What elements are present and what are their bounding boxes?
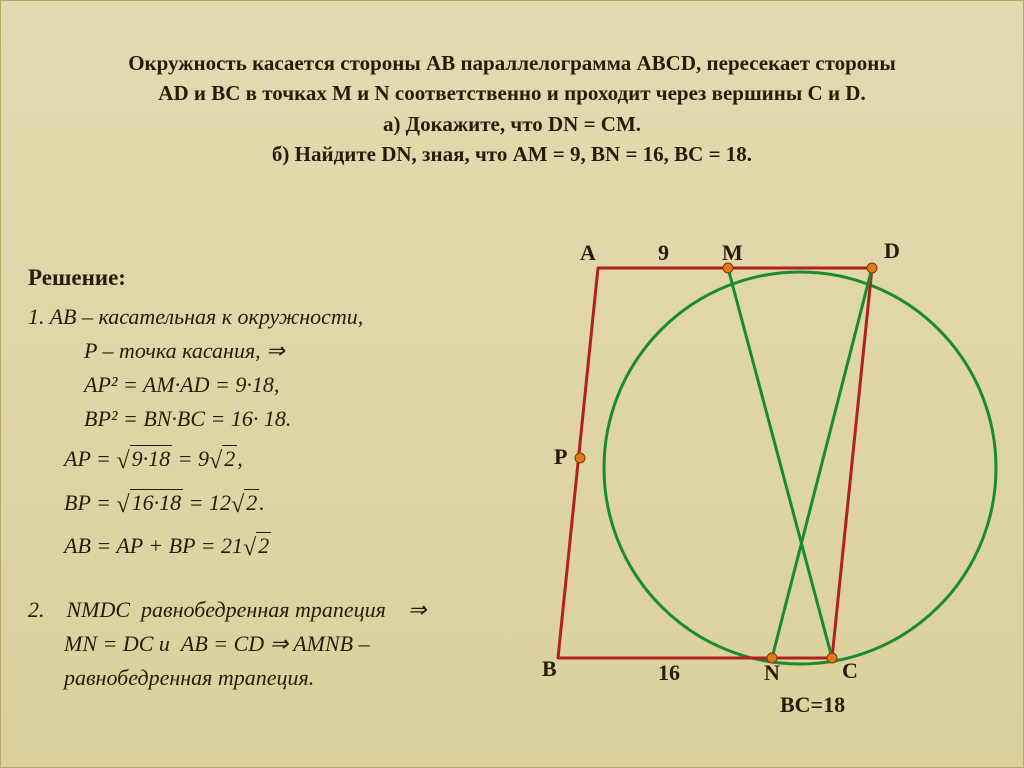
solution-header: Решение: (28, 260, 528, 296)
eq1-lhs: AP = (64, 446, 111, 471)
svg-text:D: D (884, 238, 900, 263)
geometry-diagram: A D B C M N P 9 16 BC=18 (540, 238, 1010, 718)
eq1-rad: 9·18 (130, 445, 173, 471)
problem-line-2: AD и BC в точках M и N соответственно и … (158, 81, 865, 105)
svg-text:A: A (580, 240, 596, 265)
equation-ab: AB = AP + BP = 21√2 (64, 529, 528, 567)
eq2-rhs: = 12 (189, 490, 231, 515)
equation-ap: AP = √9·18 = 9√2, (64, 442, 528, 480)
svg-text:C: C (842, 658, 858, 683)
svg-text:B: B (542, 656, 557, 681)
eq1-end: , (237, 446, 243, 471)
eq2-sq: 2 (244, 489, 259, 515)
eq1-rhs: = 9 (178, 446, 209, 471)
svg-text:P: P (554, 444, 567, 469)
step-2-line-a: 2. NMDC равнобедренная трапеция ⇒ (28, 593, 528, 627)
step-1-line-d: BP² = BN·BC = 16· 18. (28, 402, 528, 436)
eq2-rad: 16·18 (130, 489, 184, 515)
step-2-line-c: равнобедренная трапеция. (28, 661, 528, 695)
step-1-line-a: 1. AB – касательная к окружности, (28, 300, 528, 334)
equation-bp: BP = √16·18 = 12√2. (64, 486, 528, 524)
svg-text:BC=18: BC=18 (780, 692, 845, 717)
problem-statement: Окружность касается стороны AB параллело… (28, 48, 996, 170)
step-1-line-c: AP² = AM·AD = 9·18, (28, 368, 528, 402)
diagram-svg: A D B C M N P 9 16 BC=18 (540, 238, 1010, 718)
eq2-end: . (259, 490, 265, 515)
svg-text:9: 9 (658, 240, 669, 265)
step-2-line-b: MN = DC и AB = CD ⇒ AMNB – (28, 627, 528, 661)
step-1-line-b: P – точка касания, ⇒ (28, 334, 528, 368)
eq3-sq: 2 (256, 532, 271, 558)
svg-text:16: 16 (658, 660, 680, 685)
eq1-sq: 2 (222, 445, 237, 471)
problem-line-4: б) Найдите DN, зная, что AM = 9, BN = 16… (272, 142, 752, 166)
svg-text:M: M (722, 240, 743, 265)
svg-text:N: N (764, 660, 780, 685)
problem-line-3: а) Докажите, что DN = CM. (383, 112, 641, 136)
problem-line-1: Окружность касается стороны AB параллело… (128, 51, 896, 75)
eq3-lhs: AB = AP + BP = 21 (64, 533, 243, 558)
eq2-lhs: BP = (64, 490, 111, 515)
solution-block: Решение: 1. AB – касательная к окружност… (28, 260, 528, 695)
